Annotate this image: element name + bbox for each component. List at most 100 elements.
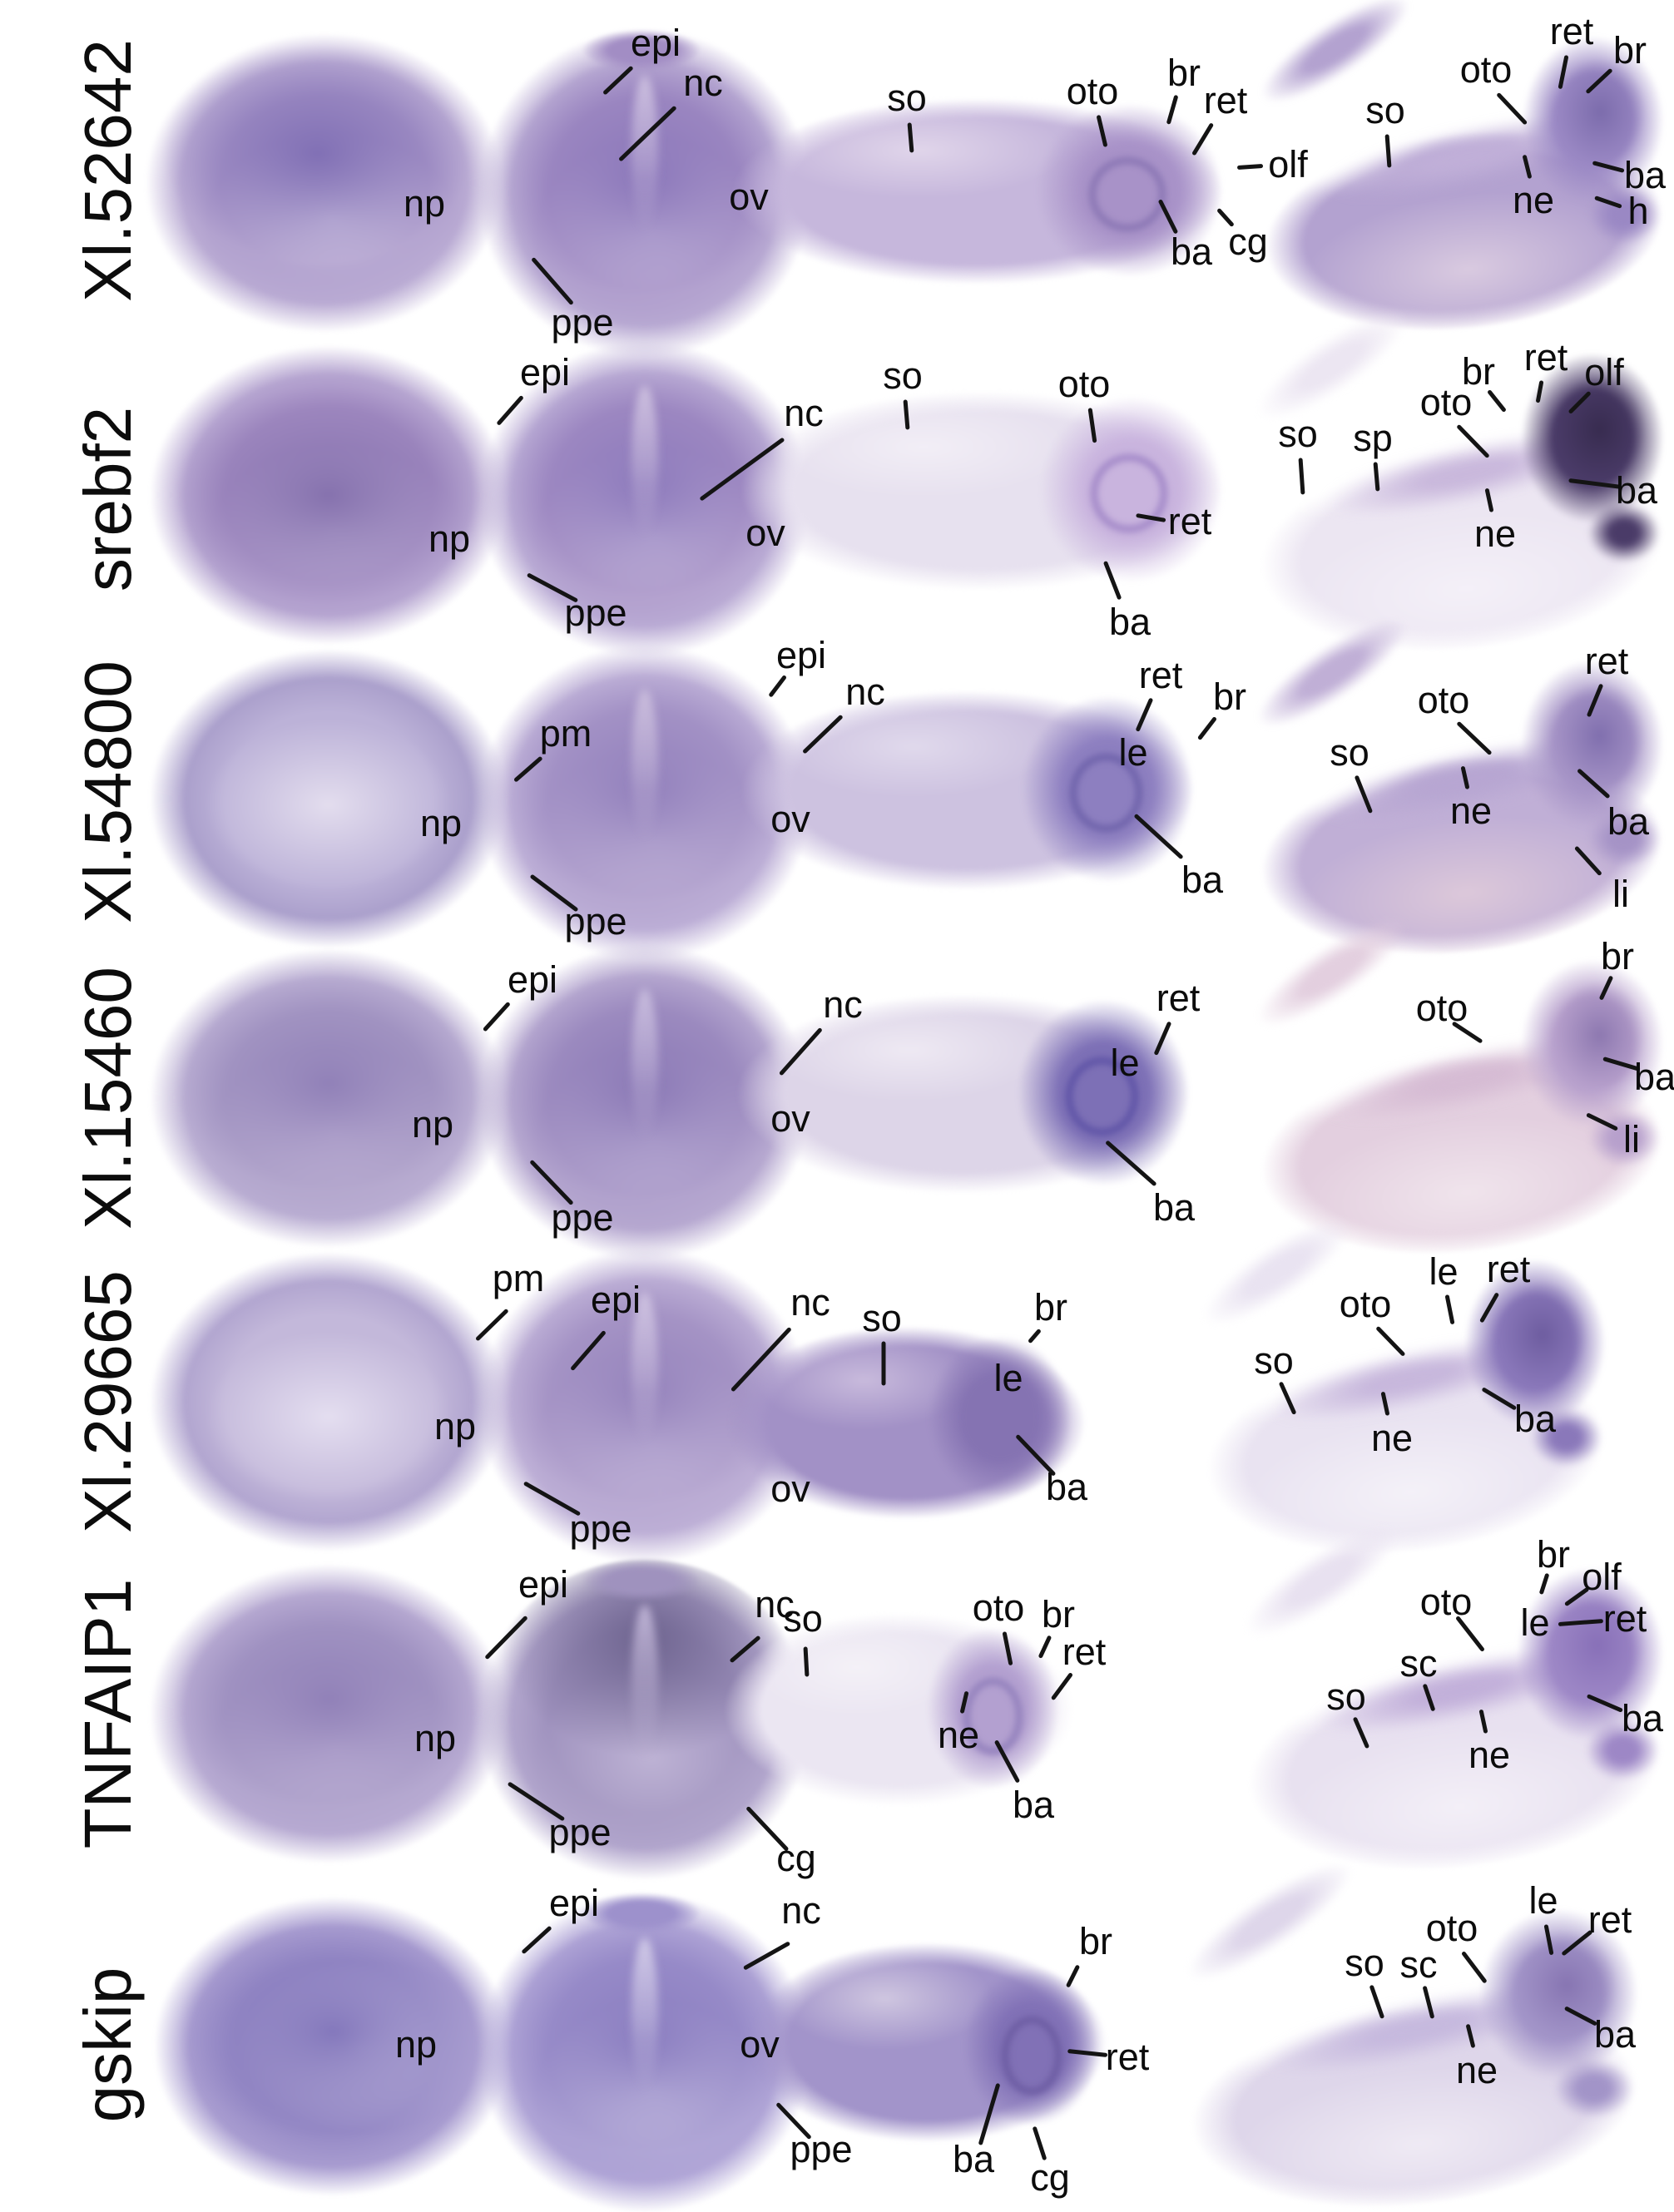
anatomy-label-br: br xyxy=(1041,1593,1076,1635)
anatomy-label-ne: ne xyxy=(1512,179,1555,221)
anatomy-label-np: np xyxy=(428,517,471,560)
anatomy-label-epi: epi xyxy=(548,1882,600,1924)
anatomy-label-ba: ba xyxy=(952,2138,995,2180)
anatomy-label-ov: ov xyxy=(745,512,785,554)
anatomy-label-oto: oto xyxy=(1459,48,1513,91)
anatomy-label-nc: nc xyxy=(683,62,723,104)
anatomy-label-ov: ov xyxy=(770,1097,810,1140)
embryo-body xyxy=(154,1897,512,2196)
anatomy-label-oto: oto xyxy=(1066,70,1119,112)
anatomy-label-ppe: ppe xyxy=(548,1811,612,1853)
anatomy-label-so: so xyxy=(883,354,923,397)
anatomy-label-ba: ba xyxy=(1170,230,1213,273)
anatomy-label-np: np xyxy=(414,1717,457,1759)
anatomy-label-ret: ret xyxy=(1062,1631,1107,1673)
neural-groove xyxy=(631,1292,658,1444)
anatomy-label-olf: olf xyxy=(1584,351,1624,393)
anatomy-label-ne: ne xyxy=(1455,2049,1498,2091)
anatomy-label-br: br xyxy=(1166,52,1201,94)
anatomy-label-np: np xyxy=(419,802,463,844)
anatomy-label-so: so xyxy=(1365,89,1405,131)
anatomy-label-np: np xyxy=(411,1103,454,1146)
anatomy-label-h: h xyxy=(1627,190,1649,232)
embryo-tailbud xyxy=(732,75,1223,308)
gene-label-xl-54800: Xl.54800 xyxy=(71,661,145,923)
embryo-oval xyxy=(150,345,508,645)
anatomy-label-ne: ne xyxy=(1468,1734,1511,1776)
anatomy-label-oto: oto xyxy=(972,1586,1025,1629)
embryo-body xyxy=(150,345,508,645)
embryo-tadpole xyxy=(1219,294,1673,669)
anatomy-label-le: le xyxy=(1110,1042,1140,1084)
anatomy-label-ba: ba xyxy=(1593,2013,1637,2056)
anatomy-label-epi: epi xyxy=(775,634,827,676)
anatomy-label-ne: ne xyxy=(1370,1417,1414,1459)
anatomy-label-br: br xyxy=(1536,1533,1571,1576)
anatomy-label-cg: cg xyxy=(1030,2156,1070,2199)
eye-ring xyxy=(963,1678,1023,1754)
anatomy-label-epi: epi xyxy=(519,351,571,393)
neural-groove xyxy=(631,75,658,233)
anatomy-label-oto: oto xyxy=(1415,987,1468,1029)
embryo-tadpole xyxy=(1165,1201,1615,1571)
anatomy-label-epi: epi xyxy=(518,1563,569,1606)
anatomy-label-ba: ba xyxy=(1152,1186,1196,1229)
anatomy-label-olf: olf xyxy=(1582,1556,1622,1598)
embryo-oval xyxy=(150,1252,508,1551)
embryo-tadpole xyxy=(1206,1507,1673,1888)
anatomy-label-ppe: ppe xyxy=(551,1196,614,1239)
anatomy-label-ppe: ppe xyxy=(569,1507,632,1550)
anatomy-label-le: le xyxy=(993,1357,1023,1399)
embryo-head xyxy=(1521,959,1664,1129)
anatomy-label-br: br xyxy=(1612,29,1647,72)
embryo-oval xyxy=(150,1564,508,1863)
embryo-tadpole xyxy=(1147,1844,1647,2212)
anatomy-label-pm: pm xyxy=(539,712,592,755)
neural-groove xyxy=(631,988,658,1141)
anatomy-label-nc: nc xyxy=(784,392,824,434)
anatomy-label-pm: pm xyxy=(492,1257,545,1299)
anatomy-label-ret: ret xyxy=(1167,500,1212,542)
anatomy-label-le: le xyxy=(1520,1601,1550,1644)
neural-fold-bump xyxy=(582,1550,701,1602)
anatomy-label-br: br xyxy=(1600,935,1635,977)
anatomy-label-so: so xyxy=(887,77,927,119)
anatomy-label-ret: ret xyxy=(1523,336,1568,379)
anatomy-label-sc: sc xyxy=(1399,1642,1438,1685)
anatomy-label-ov: ov xyxy=(740,2023,780,2066)
head-chin xyxy=(1588,503,1660,563)
embryo-tailbud xyxy=(740,366,1223,616)
anatomy-label-nc: nc xyxy=(781,1889,821,1932)
neural-fold-bump xyxy=(582,19,701,72)
anatomy-label-oto: oto xyxy=(1419,381,1473,423)
gene-label-tnfaip1: TNFAIP1 xyxy=(71,1578,145,1849)
anatomy-label-le: le xyxy=(1429,1250,1459,1293)
anatomy-label-np: np xyxy=(403,182,446,225)
leader-line xyxy=(1197,715,1217,740)
anatomy-label-oto: oto xyxy=(1057,363,1111,405)
eye-ring xyxy=(1088,157,1166,231)
embryo-head xyxy=(1523,36,1664,205)
leader-line xyxy=(881,1341,886,1385)
head-chin xyxy=(1588,809,1660,868)
anatomy-label-oto: oto xyxy=(1339,1283,1392,1325)
anatomy-label-ret: ret xyxy=(1486,1248,1531,1290)
embryo-body xyxy=(150,948,508,1248)
embryo-tadpole xyxy=(1223,0,1673,349)
anatomy-label-ppe: ppe xyxy=(564,591,627,634)
anatomy-label-ppe: ppe xyxy=(551,301,614,344)
embryo-tailbud xyxy=(736,969,1190,1219)
anatomy-label-ppe: ppe xyxy=(564,900,627,943)
anatomy-label-ne: ne xyxy=(1473,512,1517,555)
anatomy-label-so: so xyxy=(1330,731,1369,774)
embryo-head xyxy=(1521,660,1664,829)
gene-label-xl-52642: Xl.52642 xyxy=(71,39,145,302)
embryo-body xyxy=(146,33,503,333)
anatomy-label-cg: cg xyxy=(1228,220,1268,263)
anatomy-label-ret: ret xyxy=(1138,654,1183,696)
anatomy-label-ne: ne xyxy=(937,1714,980,1756)
anatomy-label-cg: cg xyxy=(776,1837,816,1879)
anatomy-label-ret: ret xyxy=(1584,640,1629,682)
anatomy-label-oto: oto xyxy=(1419,1581,1473,1623)
